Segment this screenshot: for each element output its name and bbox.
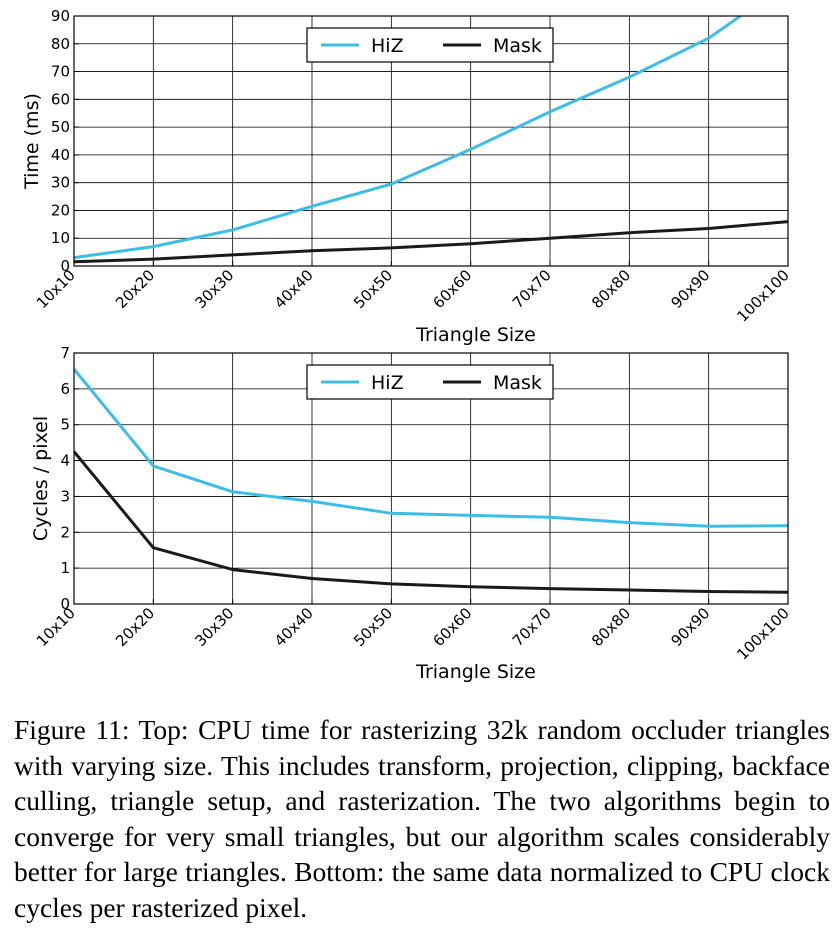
y-tick-label: 4 [60,452,70,470]
series-line-mask [74,220,788,264]
y-axis-title: Time (ms) [21,93,43,190]
y-tick-label: 60 [51,90,70,108]
legend-label-mask: Mask [493,372,542,394]
x-axis-title: Triangle Size [415,661,536,683]
y-tick-label: 10 [51,229,70,247]
x-tick-label: 30x30 [191,604,237,650]
y-tick-label: 3 [60,487,70,505]
y-tick-label: 40 [51,146,70,164]
series-line-mask [74,450,788,594]
legend: HiZ Mask [306,364,554,400]
x-tick-label: 70x70 [509,604,555,650]
legend-label-hiz: HiZ [371,35,404,57]
x-tick-label: 70x70 [509,266,555,312]
series-line-hiz [74,16,744,260]
x-tick-label: 30x30 [191,266,237,312]
y-tick-label: 0 [60,595,70,613]
y-tick-label: 50 [51,118,70,136]
x-tick-label: 90x90 [667,604,713,650]
legend-box [306,27,554,63]
x-tick-label: 20x20 [112,266,158,312]
x-tick-label: 10x10 [33,266,79,312]
legend-label-mask: Mask [493,35,542,57]
y-tick-label: 0 [60,257,70,275]
y-tick-label: 20 [51,201,70,219]
figure-caption: Figure 11: Top: CPU time for rasterizing… [14,714,830,923]
x-tick-label: 80x80 [588,266,634,312]
plot-frame [73,15,789,267]
y-tick-label: 70 [51,63,70,81]
x-tick-label: 40x40 [271,266,317,312]
x-axis-title: Triangle Size [415,324,536,346]
y-tick-label: 90 [51,7,70,25]
legend-label-hiz: HiZ [371,372,404,394]
x-tick-label: 100x100 [733,266,792,325]
y-tick-label: 30 [51,174,70,192]
x-tick-label: 50x50 [350,266,396,312]
y-tick-label: 1 [60,559,70,577]
x-tick-label: 100x100 [733,604,792,663]
x-tick-label: 90x90 [667,266,713,312]
y-tick-label: 80 [51,35,70,53]
x-tick-label: 20x20 [112,604,158,650]
plot-frame [73,352,789,605]
x-tick-label: 60x60 [429,266,475,312]
y-tick-label: 2 [60,523,70,541]
x-tick-label: 60x60 [429,604,475,650]
y-axis-title: Cycles / pixel [30,416,52,541]
chart-panel-1: 0 10 20 30 40 50 60 70 80 90 10x10 20x20 30x30 40x40 5… [21,7,793,346]
x-tick-label: 80x80 [588,604,634,650]
y-tick-label: 5 [60,416,70,434]
chart-panel-2: 0 1 2 3 4 5 6 7 10x10 20x20 30x30 40x40 50x50 60x60 70… [30,344,793,683]
series-line-hiz [74,368,788,528]
y-tick-label: 6 [60,380,70,398]
x-tick-label: 10x10 [33,604,79,650]
y-tick-label: 7 [60,344,70,362]
x-tick-label: 40x40 [271,604,317,650]
x-tick-label: 50x50 [350,604,396,650]
legend: HiZ Mask [306,27,554,63]
